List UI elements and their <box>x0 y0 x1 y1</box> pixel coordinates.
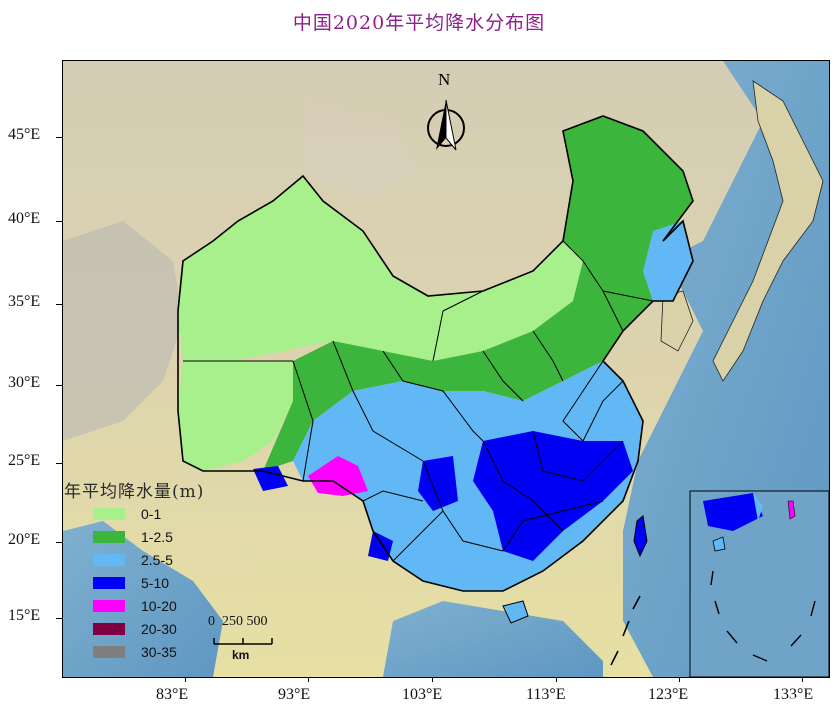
legend-swatch <box>93 530 125 543</box>
zone-1-2.5 <box>263 116 693 471</box>
map-svg <box>63 61 829 677</box>
korea-land <box>660 290 694 352</box>
china-border <box>177 115 694 592</box>
nine-dash-line <box>610 595 641 666</box>
map-title: 中国2020年平均降水分布图 <box>292 12 546 34</box>
map-canvas[interactable] <box>62 60 830 678</box>
scale-tick-labels: 0 250 500 <box>208 614 268 629</box>
zone-2.5-5-ne <box>643 221 693 301</box>
legend-swatch <box>93 507 125 520</box>
legend-item: 10-20 <box>93 594 242 617</box>
y-tick-label: 15°E <box>8 607 41 624</box>
x-tick-mark <box>308 676 309 682</box>
zone-5-10-sw <box>368 531 393 561</box>
x-tick-mark <box>185 676 186 682</box>
legend-item: 20-30 <box>93 617 242 640</box>
legend-label: 1-2.5 <box>141 528 173 545</box>
legend-item: 2.5-5 <box>93 548 242 571</box>
y-tick-label: 30°E <box>8 374 41 391</box>
x-tick-label: 83°E <box>156 686 189 703</box>
y-tick-mark <box>56 618 62 619</box>
mountain-shade <box>63 221 183 441</box>
y-tick-mark <box>56 463 62 464</box>
y-tick-mark <box>56 221 62 222</box>
north-label: N <box>438 70 451 89</box>
y-tick-mark <box>56 542 62 543</box>
y-tick-mark <box>56 304 62 305</box>
zone-10-20 <box>308 456 368 496</box>
hainan-island <box>502 600 529 624</box>
x-tick-label: 133°E <box>773 686 814 703</box>
watermark: CSDN @淼的Python新手 <box>665 696 812 711</box>
scale-unit: km <box>232 648 250 662</box>
y-tick-label: 25°E <box>8 452 41 469</box>
legend-label: 2.5-5 <box>141 551 173 568</box>
inset-map <box>689 490 829 677</box>
legend-label: 5-10 <box>141 574 170 591</box>
x-tick-label: 93°E <box>278 686 311 703</box>
scale-bar-line <box>213 638 273 645</box>
legend-label: 30-35 <box>141 643 177 660</box>
zone-0-1-tibet <box>178 361 293 471</box>
taiwan-island <box>633 515 648 558</box>
x-tick-mark <box>432 676 433 682</box>
x-tick-mark <box>802 676 803 682</box>
desert-shade <box>303 101 423 201</box>
zone-5-10-west <box>418 456 458 511</box>
north-arrow-icon <box>427 99 465 151</box>
zone-5-10 <box>473 431 633 561</box>
scale-bar: 0 250 500 km <box>208 614 298 664</box>
y-tick-label: 40°E <box>8 210 41 227</box>
legend-label: 10-20 <box>141 597 177 614</box>
x-tick-label: 113°E <box>526 686 566 703</box>
legend-item: 0-1 <box>93 502 242 525</box>
south-china-sea <box>383 601 603 677</box>
legend-label: 20-30 <box>141 620 177 637</box>
legend-swatch <box>93 622 125 635</box>
y-tick-label: 45°E <box>8 126 41 143</box>
legend-swatch <box>93 576 125 589</box>
y-tick-mark <box>56 385 62 386</box>
y-tick-label: 35°E <box>8 293 41 310</box>
y-tick-label: 20°E <box>8 531 41 548</box>
legend-swatch <box>93 553 125 566</box>
y-tick-mark <box>56 137 62 138</box>
legend-item: 5-10 <box>93 571 242 594</box>
legend: 年平均降水量(m) 0-1 1-2.5 2.5-5 5-10 10-20 20-30 30-… <box>62 477 242 663</box>
province-borders <box>183 240 654 562</box>
legend-swatch <box>93 645 125 658</box>
x-tick-mark <box>679 676 680 682</box>
legend-item: 1-2.5 <box>93 525 242 548</box>
x-tick-label: 103°E <box>402 686 443 703</box>
zone-5-10-tibet <box>253 466 288 491</box>
x-tick-label: 123°E <box>648 686 689 703</box>
legend-label: 0-1 <box>141 505 162 522</box>
legend-item: 30-35 <box>93 640 242 663</box>
zone-0-1 <box>178 176 583 381</box>
x-tick-mark <box>556 676 557 682</box>
north-arrow: N <box>420 70 472 156</box>
legend-swatch <box>93 599 125 612</box>
legend-title: 年平均降水量(m) <box>64 482 205 502</box>
japan-land <box>712 80 824 382</box>
